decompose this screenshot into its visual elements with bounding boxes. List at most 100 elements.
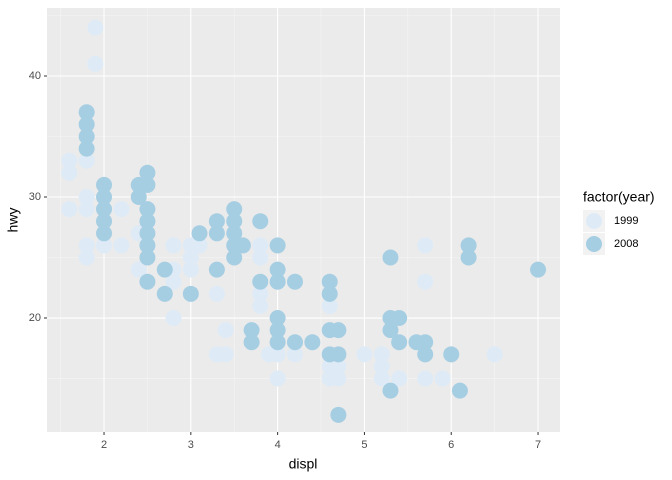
point [226,201,243,218]
point [286,346,303,363]
y-tick-label: 40 [29,70,41,82]
x-tick-label: 2 [101,439,107,451]
y-tick-label: 30 [29,191,41,203]
x-tick-label: 4 [275,439,281,451]
point [78,152,95,169]
point [139,164,156,181]
panel [47,8,560,432]
point [217,322,234,339]
point [78,201,95,218]
point [460,237,477,254]
point [373,358,390,375]
point [208,225,225,242]
point [191,225,208,242]
point [243,334,260,351]
point [87,55,104,72]
point [139,273,156,290]
point [96,189,113,206]
point [78,104,95,121]
point [391,370,408,387]
point [252,297,269,314]
point [321,297,338,314]
point [139,237,156,254]
point [165,237,182,254]
point [252,249,269,266]
point [321,285,338,302]
point [113,201,130,218]
point [208,213,225,230]
point [330,406,347,423]
point [96,225,113,242]
point [373,346,390,363]
point [61,164,78,181]
point [417,273,434,290]
point [252,285,269,302]
x-tick-label: 5 [361,439,367,451]
point [234,237,251,254]
point [156,261,173,278]
point [96,201,113,218]
point [96,213,113,230]
legend-swatch [586,236,602,252]
point [208,261,225,278]
point [139,201,156,218]
point [304,334,321,351]
point [417,237,434,254]
point [113,237,130,254]
point [226,225,243,242]
point [61,201,78,218]
x-axis-label: displ [289,456,318,472]
point [330,322,347,339]
point [78,116,95,133]
legend-label: 1999 [614,215,638,227]
point [78,140,95,157]
point [330,358,347,375]
point [226,213,243,230]
point [217,346,234,363]
y-axis-label: hwy [5,208,21,233]
point [139,225,156,242]
point [373,370,390,387]
point [356,346,373,363]
point [286,334,303,351]
x-tick-label: 7 [535,439,541,451]
point [286,273,303,290]
point [269,273,286,290]
legend-swatch [586,213,602,229]
point [78,189,95,206]
point [530,261,547,278]
point [330,346,347,363]
point [269,322,286,339]
point [321,273,338,290]
point [252,237,269,254]
point [417,346,434,363]
point [96,176,113,193]
x-tick-label: 6 [448,439,454,451]
point [434,370,451,387]
point [139,176,156,193]
point [269,370,286,387]
point [451,382,468,399]
point [269,261,286,278]
point [139,213,156,230]
point [252,273,269,290]
point [382,322,399,339]
point [182,249,199,266]
point [130,189,147,206]
legend-label: 2008 [614,238,638,250]
point [391,334,408,351]
point [269,310,286,327]
point [269,334,286,351]
point [182,285,199,302]
point [208,285,225,302]
point [382,382,399,399]
point [417,334,434,351]
point [96,237,113,254]
point [87,19,104,36]
point [330,370,347,387]
x-tick-label: 3 [188,439,194,451]
legend-title: factor(year) [583,189,655,205]
point [156,285,173,302]
point [243,322,260,339]
